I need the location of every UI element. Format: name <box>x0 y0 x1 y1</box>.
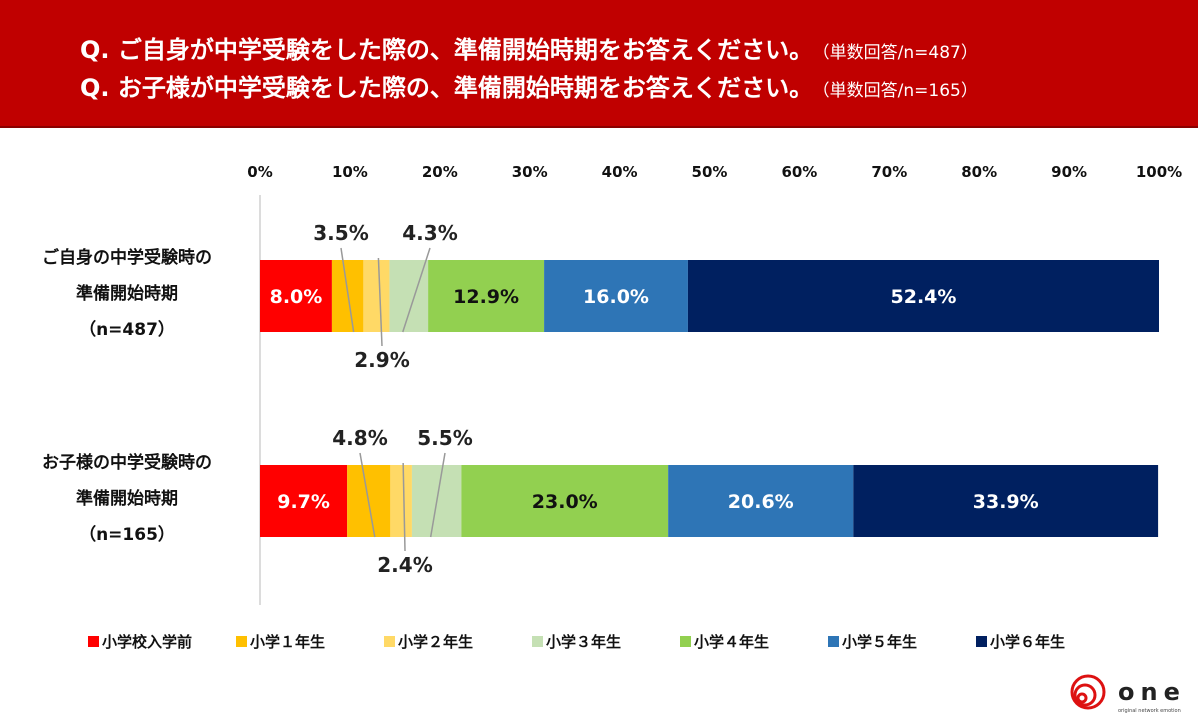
legend-swatch <box>680 636 691 647</box>
legend-label: 小学６年生 <box>990 633 1065 651</box>
x-tick-label: 90% <box>1051 163 1087 181</box>
bar-segment <box>260 260 332 332</box>
question-1: Q. ご自身が中学受験をした際の、準備開始時期をお答えください。 （単数回答/n=… <box>80 30 978 65</box>
title-banner: Q. ご自身が中学受験をした際の、準備開始時期をお答えください。 （単数回答/n=… <box>0 0 1198 128</box>
x-tick-label: 80% <box>961 163 997 181</box>
data-label: 12.9% <box>453 286 519 308</box>
x-tick-label: 0% <box>247 163 272 181</box>
data-label: 20.6% <box>728 491 794 513</box>
category-label: （n=165） <box>79 524 175 545</box>
leader-line <box>359 452 376 538</box>
x-tick-label: 20% <box>422 163 458 181</box>
bar-segment <box>428 260 545 332</box>
leader-line <box>377 257 383 347</box>
legend-label: 小学校入学前 <box>102 633 192 651</box>
data-label: 9.7% <box>277 491 330 513</box>
category-label: お子様の中学受験時の <box>42 452 212 473</box>
legend-label: 小学１年生 <box>250 633 325 651</box>
legend-label: 小学４年生 <box>694 633 769 651</box>
question-2-note: （単数回答/n=165） <box>821 81 978 101</box>
bar-segment <box>544 260 688 332</box>
x-tick-label: 100% <box>1136 163 1182 181</box>
data-label: 52.4% <box>891 286 957 308</box>
legend-swatch <box>384 636 395 647</box>
x-tick-label: 70% <box>871 163 907 181</box>
bar-segment <box>363 260 390 332</box>
legend-swatch <box>976 636 987 647</box>
data-label: 3.5% <box>313 221 368 245</box>
question-2: Q. お子様が中学受験をした際の、準備開始時期をお答えください。 （単数回答/n=… <box>80 68 978 103</box>
data-label: 16.0% <box>583 286 649 308</box>
bar-segment <box>461 465 669 537</box>
question-2-text: Q. お子様が中学受験をした際の、準備開始時期をお答えください。 <box>80 74 814 102</box>
category-label: （n=487） <box>79 319 175 340</box>
legend-swatch <box>532 636 543 647</box>
x-tick-label: 30% <box>512 163 548 181</box>
x-tick-label: 50% <box>692 163 728 181</box>
data-label: 2.9% <box>354 348 409 372</box>
data-label: 8.0% <box>270 286 323 308</box>
legend-swatch <box>236 636 247 647</box>
data-label: 2.4% <box>377 553 432 577</box>
x-tick-label: 40% <box>602 163 638 181</box>
leader-line <box>340 247 355 333</box>
bar-segment <box>853 465 1159 537</box>
leader-line <box>402 462 406 552</box>
data-label: 5.5% <box>417 426 472 450</box>
legend-label: 小学５年生 <box>842 633 917 651</box>
bar-segment <box>260 465 348 537</box>
x-tick-label: 60% <box>781 163 817 181</box>
category-label: ご自身の中学受験時の <box>42 247 212 268</box>
legend-swatch <box>828 636 839 647</box>
category-label: 準備開始時期 <box>76 283 178 304</box>
svg-text:one: one <box>1118 678 1186 706</box>
bar-segment <box>668 465 854 537</box>
x-tick-label: 10% <box>332 163 368 181</box>
data-label: 4.8% <box>332 426 387 450</box>
one-logo: one original network emotion <box>1068 672 1193 716</box>
leader-line <box>429 452 446 538</box>
data-label: 4.3% <box>402 221 457 245</box>
question-1-note: （単数回答/n=487） <box>821 43 978 63</box>
leader-line <box>402 247 431 333</box>
legend-label: 小学３年生 <box>546 633 621 651</box>
data-label: 23.0% <box>532 491 598 513</box>
logo-spiral-icon: one original network emotion <box>1070 674 1186 714</box>
question-1-text: Q. ご自身が中学受験をした際の、準備開始時期をお答えください。 <box>80 36 814 64</box>
svg-text:original network emotion: original network emotion <box>1118 708 1181 714</box>
legend-swatch <box>88 636 99 647</box>
bar-segment <box>687 260 1159 332</box>
legend-label: 小学２年生 <box>398 633 473 651</box>
bar-segment <box>390 465 412 537</box>
data-label: 33.9% <box>973 491 1039 513</box>
category-label: 準備開始時期 <box>76 488 178 509</box>
